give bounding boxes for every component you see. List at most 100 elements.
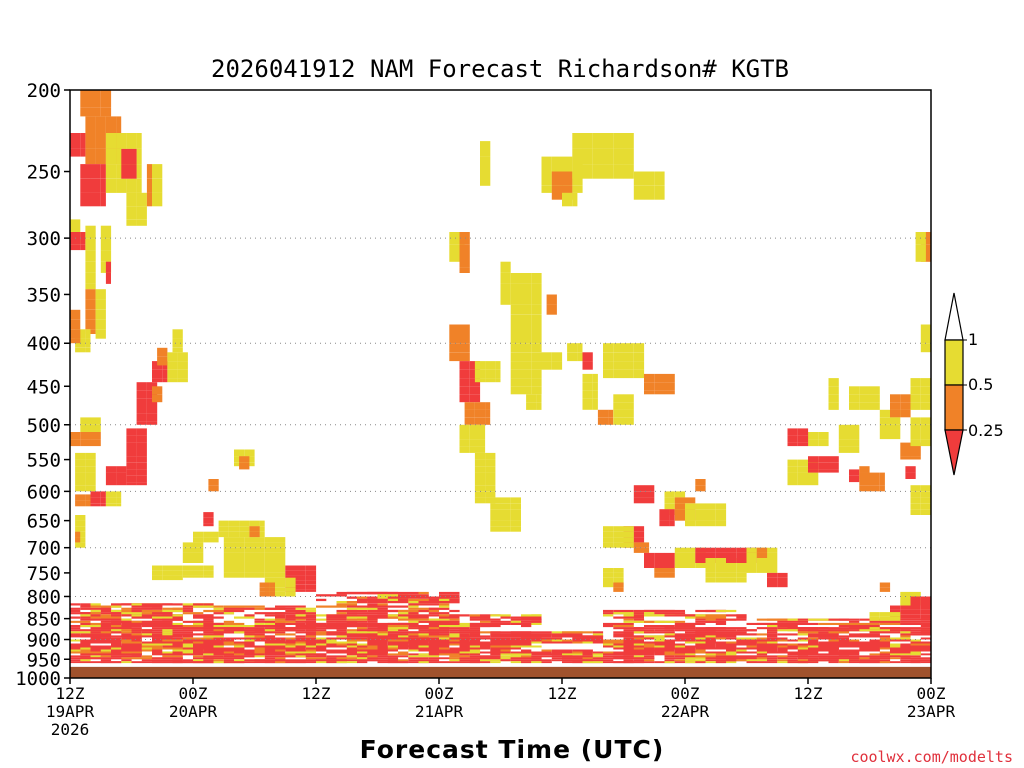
heatmap-cell xyxy=(162,609,183,613)
colorbar-high-segment xyxy=(944,339,964,386)
heatmap-cell xyxy=(597,409,609,418)
heatmap-cell xyxy=(592,633,604,636)
heatmap-cell xyxy=(439,661,460,664)
heatmap-cell xyxy=(685,661,706,664)
heatmap-cell xyxy=(70,639,91,642)
heatmap-cell xyxy=(551,156,563,172)
heatmap-cell xyxy=(613,612,645,615)
heatmap-cell xyxy=(592,398,598,406)
heatmap-cell xyxy=(136,456,147,463)
heatmap-cell xyxy=(146,413,158,422)
heatmap-cell xyxy=(223,547,235,553)
heatmap-cell xyxy=(664,572,675,578)
heatmap-cell xyxy=(357,637,368,640)
heatmap-cell xyxy=(244,631,255,634)
heatmap-cell xyxy=(695,520,706,527)
heatmap-cell xyxy=(336,591,357,595)
heatmap-cell xyxy=(623,639,644,642)
heatmap-cell xyxy=(85,338,91,348)
heatmap-cell xyxy=(608,409,614,418)
heatmap-cell xyxy=(418,635,450,638)
heatmap-cell xyxy=(521,655,542,658)
heatmap-cell xyxy=(879,616,891,621)
heatmap-cell xyxy=(613,655,624,658)
heatmap-cell xyxy=(367,618,378,621)
heatmap-cell xyxy=(203,655,224,658)
heatmap-cell xyxy=(213,622,234,625)
heatmap-cell xyxy=(592,148,604,165)
heatmap-cell xyxy=(136,462,147,470)
heatmap-cell xyxy=(126,469,137,476)
heatmap-cell xyxy=(70,631,101,634)
heatmap-cell xyxy=(695,503,706,510)
heatmap-cell xyxy=(357,655,368,658)
heatmap-cell xyxy=(336,625,357,628)
heatmap-cell xyxy=(459,267,470,273)
y-tick-label: 250 xyxy=(27,162,61,184)
heatmap-cell xyxy=(869,394,880,403)
heatmap-cell xyxy=(726,572,737,578)
heatmap-cell xyxy=(890,639,921,642)
heatmap-cell xyxy=(377,594,409,597)
colorbar-mid-segment xyxy=(944,384,964,431)
heatmap-cell xyxy=(767,558,778,563)
heatmap-cell xyxy=(900,620,932,623)
heatmap-cell xyxy=(131,627,142,630)
heatmap-cell xyxy=(295,635,306,638)
heatmap-cell xyxy=(459,637,480,640)
heatmap-cell xyxy=(105,261,111,273)
heatmap-cell xyxy=(136,413,147,422)
heatmap-cell xyxy=(203,575,214,578)
heatmap-cell xyxy=(121,618,132,621)
heatmap-cell xyxy=(75,531,86,538)
heatmap-cell xyxy=(193,647,214,650)
heatmap-cell xyxy=(490,635,501,638)
heatmap-cell xyxy=(633,661,655,664)
heatmap-cell xyxy=(695,651,706,654)
heatmap-cell xyxy=(521,378,532,387)
heatmap-cell xyxy=(469,432,481,440)
heatmap-cell xyxy=(316,594,347,597)
heatmap-cell xyxy=(608,417,614,425)
heatmap-cell xyxy=(152,616,183,619)
heatmap-cell xyxy=(126,435,137,443)
heatmap-cell xyxy=(100,655,112,658)
heatmap-cell xyxy=(603,577,614,583)
heatmap-cell xyxy=(910,647,931,650)
heatmap-cell xyxy=(664,645,685,648)
heatmap-cell xyxy=(910,449,921,457)
heatmap-cell xyxy=(633,643,645,646)
heatmap-cell xyxy=(644,390,655,395)
heatmap-cell xyxy=(234,572,245,578)
heatmap-cell xyxy=(275,537,286,543)
heatmap-cell xyxy=(797,643,829,646)
heatmap-cell xyxy=(869,657,890,660)
heatmap-cell xyxy=(75,479,86,486)
heatmap-cell xyxy=(398,647,409,650)
heatmap-cell xyxy=(531,661,542,664)
heatmap-cell xyxy=(387,657,399,660)
heatmap-cell xyxy=(603,609,614,613)
heatmap-cell xyxy=(459,324,470,334)
heatmap-cell xyxy=(920,609,932,615)
heatmap-cell xyxy=(239,462,250,470)
heatmap-cell xyxy=(131,625,142,628)
heatmap-cell xyxy=(582,148,593,165)
heatmap-cell xyxy=(623,537,634,543)
heatmap-cell xyxy=(193,637,224,640)
heatmap-cell xyxy=(818,456,829,463)
heatmap-cell xyxy=(326,616,347,619)
heatmap-cell xyxy=(146,406,158,414)
heatmap-cell xyxy=(828,386,839,395)
heatmap-cell xyxy=(695,558,706,563)
heatmap-cell xyxy=(259,526,265,532)
heatmap-cell xyxy=(234,653,245,656)
heatmap-cell xyxy=(90,655,101,658)
heatmap-cell xyxy=(551,361,563,370)
heatmap-cell xyxy=(264,552,276,558)
heatmap-cell xyxy=(377,616,398,619)
heatmap-cell xyxy=(726,618,747,621)
heatmap-cell xyxy=(121,651,142,654)
heatmap-cell xyxy=(234,651,245,654)
heatmap-cell xyxy=(182,612,204,615)
